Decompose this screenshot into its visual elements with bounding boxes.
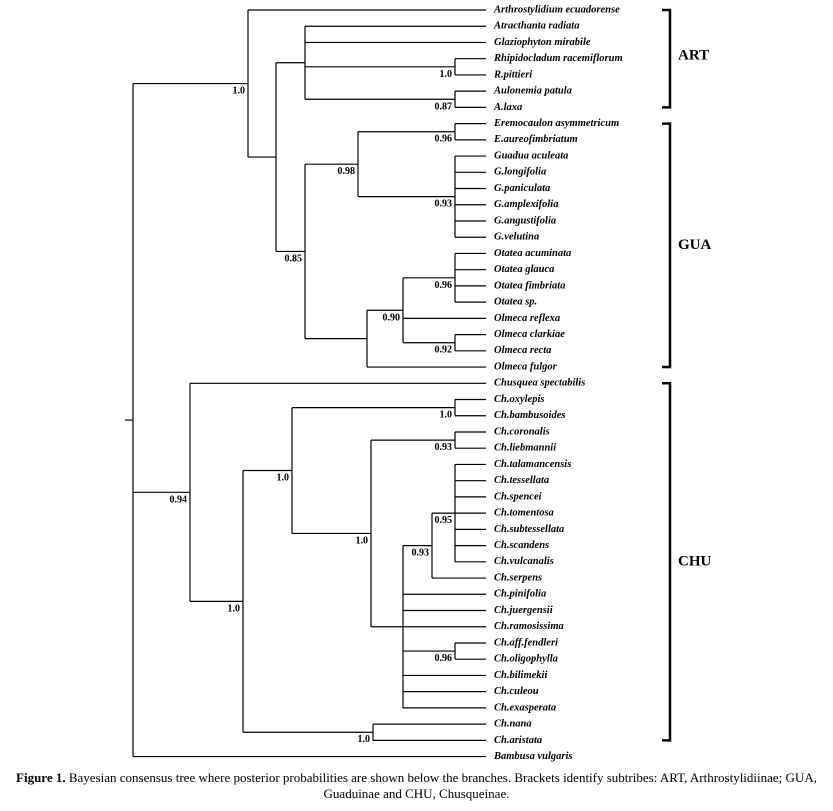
support-value: 0.90 bbox=[383, 312, 401, 323]
caption: Figure 1. Bayesian consensus tree where … bbox=[8, 770, 825, 802]
taxon-label: Ch.culeou bbox=[494, 686, 539, 697]
support-value: 1.0 bbox=[228, 603, 241, 614]
caption-label: Figure 1. bbox=[16, 770, 66, 785]
support-value: 0.96 bbox=[435, 653, 453, 664]
support-value: 0.93 bbox=[412, 548, 430, 559]
taxon-label: Ch.serpens bbox=[494, 572, 542, 583]
taxon-label: G.velutina bbox=[494, 232, 539, 243]
taxon-label: Otatea fimbriata bbox=[494, 280, 565, 291]
support-value: 1.0 bbox=[440, 69, 453, 80]
taxon-label: Ch.subtessellata bbox=[494, 524, 564, 535]
support-value: 0.95 bbox=[435, 515, 453, 526]
taxon-label: Aulonemia patula bbox=[493, 86, 572, 97]
support-value: 1.0 bbox=[440, 410, 453, 421]
support-value: 1.0 bbox=[356, 535, 369, 546]
support-value: 0.92 bbox=[435, 345, 453, 356]
taxon-label: Ch.spencei bbox=[494, 491, 542, 502]
support-value: 0.98 bbox=[338, 166, 356, 177]
taxon-label: Guadua aculeata bbox=[494, 150, 568, 161]
taxon-label: Ch.nana bbox=[494, 719, 532, 730]
bracket bbox=[662, 8, 672, 109]
support-value: 0.85 bbox=[285, 253, 303, 264]
taxon-label: E.aureofimbriatum bbox=[493, 134, 578, 145]
taxon-label: Rhipidocladum racemiflorum bbox=[493, 53, 623, 64]
taxon-label: A.laxa bbox=[493, 102, 522, 113]
taxon-label: G.amplexifolia bbox=[494, 199, 558, 210]
support-value: 0.96 bbox=[435, 280, 453, 291]
caption-text: Bayesian consensus tree where posterior … bbox=[68, 770, 817, 801]
taxon-label: Ch.oxylepis bbox=[494, 394, 544, 405]
taxon-label: Ch.vulcanalis bbox=[494, 556, 554, 567]
support-value: 0.94 bbox=[170, 494, 188, 505]
support-value: 0.96 bbox=[435, 134, 453, 145]
taxon-label: G.angustifolia bbox=[494, 215, 556, 226]
bracket bbox=[662, 382, 672, 742]
taxon-label: Ch.liebmannii bbox=[494, 443, 556, 454]
taxon-label: Ch.scandens bbox=[494, 540, 549, 551]
taxon-label: Otatea acuminata bbox=[494, 248, 571, 259]
taxon-label: Ch.exasperata bbox=[494, 702, 556, 713]
bracket bbox=[662, 122, 672, 369]
taxon-label: Olmeca reflexa bbox=[494, 313, 560, 324]
taxon-label: Atracthanta radiata bbox=[493, 21, 579, 32]
taxon-label: G.paniculata bbox=[494, 183, 550, 194]
taxon-label: Ch.juergensii bbox=[494, 605, 553, 616]
taxon-label: Ch.tomentosa bbox=[494, 508, 554, 519]
taxon-label: R.pittieri bbox=[493, 69, 532, 80]
support-value: 0.87 bbox=[435, 101, 453, 112]
taxon-label: Ch.tessellata bbox=[494, 475, 549, 486]
support-value: 1.0 bbox=[358, 734, 371, 745]
taxon-label: Ch.bilimekii bbox=[494, 670, 547, 681]
taxon-label: Ch.oligophylla bbox=[494, 654, 558, 665]
bracket-label: CHU bbox=[678, 553, 712, 569]
taxon-label: Ch.aff.fendleri bbox=[494, 637, 558, 648]
support-value: 1.0 bbox=[233, 86, 246, 97]
taxon-label: Ch.coronalis bbox=[494, 426, 550, 437]
taxon-label: Olmeca fulgor bbox=[494, 361, 558, 372]
taxon-label: G.longifolia bbox=[494, 167, 546, 178]
phylogenetic-tree: 1.0 Arthrostylidium ecuadorense Atracthant… bbox=[125, 4, 712, 762]
taxon-label: Otatea glauca bbox=[494, 264, 554, 275]
taxon-label: Ch.ramosissima bbox=[494, 621, 564, 632]
support-value: 1.0 bbox=[277, 473, 290, 484]
taxon-label: Bambusa vulgaris bbox=[493, 751, 572, 762]
taxon-label: Glaziophyton mirabile bbox=[494, 37, 591, 48]
support-value: 0.93 bbox=[435, 199, 453, 210]
taxon-label: Chusquea spectabilis bbox=[494, 378, 585, 389]
bracket-label: ART bbox=[678, 47, 709, 63]
taxon-label: Ch.aristata bbox=[494, 735, 542, 746]
taxon-label: Arthrostylidium ecuadorense bbox=[493, 4, 620, 15]
taxon-label: Eremocaulon asymmetricum bbox=[493, 118, 619, 129]
taxon-label: Ch.bambusoides bbox=[494, 410, 565, 421]
taxon-label: Olmeca clarkiae bbox=[494, 329, 565, 340]
taxon-label: Olmeca recta bbox=[494, 345, 551, 356]
support-value: 0.93 bbox=[435, 442, 453, 453]
taxon-label: Ch.pinifolia bbox=[494, 589, 546, 600]
bracket-label: GUA bbox=[678, 237, 712, 253]
taxon-label: Ch.talamancensis bbox=[494, 459, 571, 470]
taxon-label: Otatea sp. bbox=[494, 297, 537, 308]
